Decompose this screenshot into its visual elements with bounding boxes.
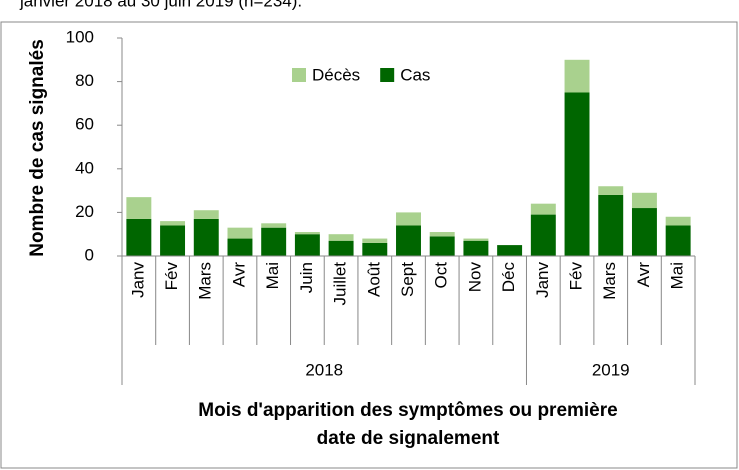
bar-segment	[497, 245, 523, 256]
x-tick-label: Juillet	[331, 262, 350, 306]
y-tick-label: 80	[75, 71, 94, 90]
bar-segment	[160, 225, 186, 256]
bar-segment	[429, 232, 455, 237]
bar-segment	[193, 210, 219, 219]
bar-segment	[328, 234, 354, 241]
bar-segment	[396, 225, 421, 256]
group-label: 2018	[305, 360, 343, 379]
y-tick-label: 0	[85, 245, 94, 264]
bar-segment	[227, 227, 253, 239]
bar-segment	[530, 203, 556, 215]
bar-segment	[261, 227, 287, 256]
bar-segment	[294, 234, 320, 256]
x-tick-label: Sept	[398, 262, 417, 297]
bar-segment	[362, 242, 388, 256]
y-tick-label: 60	[75, 115, 94, 134]
bar-segment	[463, 240, 489, 256]
x-tick-label: Déc	[499, 262, 518, 293]
bar-segment	[126, 197, 152, 219]
bar-segment	[362, 238, 388, 243]
bar-segment	[665, 225, 691, 256]
x-tick-label: Oct	[432, 262, 451, 289]
bar-segment	[294, 232, 320, 235]
bar-segment	[598, 186, 624, 195]
legend-swatch	[292, 68, 306, 82]
bar-segment	[463, 238, 489, 241]
bar-segment	[429, 236, 455, 256]
x-tick-label: Avr	[634, 262, 653, 288]
bar-segment	[227, 238, 253, 256]
x-tick-label: Mars	[196, 262, 215, 300]
x-tick-label: Mars	[600, 262, 619, 300]
bar-segment	[160, 221, 186, 226]
x-tick-label: Juin	[297, 262, 316, 293]
bar-segment	[665, 216, 691, 226]
bar-segment	[564, 59, 590, 93]
bar-segment	[598, 194, 624, 256]
group-label: 2019	[592, 360, 630, 379]
x-tick-label: Fév	[162, 262, 181, 291]
x-axis-label: Mois d'apparition des symptômes ou premi…	[198, 400, 617, 421]
chart-frame	[0, 21, 738, 469]
bar-segment	[396, 212, 421, 226]
x-tick-label: Mai	[668, 262, 687, 289]
x-axis-label: date de signalement	[317, 428, 500, 449]
bar-segment	[126, 218, 152, 256]
subtitle: janvier 2018 au 30 juin 2019 (n=234).	[19, 0, 302, 10]
bar-segment	[193, 218, 219, 256]
x-tick-label: Janv	[128, 262, 147, 298]
bar-segment	[564, 92, 590, 256]
x-tick-label: Nov	[465, 262, 484, 293]
y-tick-label: 40	[75, 158, 94, 177]
x-tick-label: Janv	[533, 262, 552, 298]
bar-segment	[261, 223, 287, 228]
legend-label: Cas	[400, 65, 430, 84]
x-tick-label: Mai	[263, 262, 282, 289]
legend-label: Décès	[312, 65, 360, 84]
y-tick-label: 20	[75, 202, 94, 221]
legend-swatch	[380, 68, 395, 82]
y-tick-label: 100	[66, 27, 94, 46]
x-tick-label: Août	[364, 262, 383, 297]
x-tick-label: Avr	[229, 262, 248, 288]
x-tick-label: Fév	[567, 262, 586, 291]
bar-segment	[631, 208, 657, 256]
bar-segment	[530, 214, 556, 256]
bar-segment	[328, 240, 354, 256]
bar-segment	[631, 192, 657, 209]
y-axis-label: Nombre de cas signalés	[27, 39, 48, 257]
